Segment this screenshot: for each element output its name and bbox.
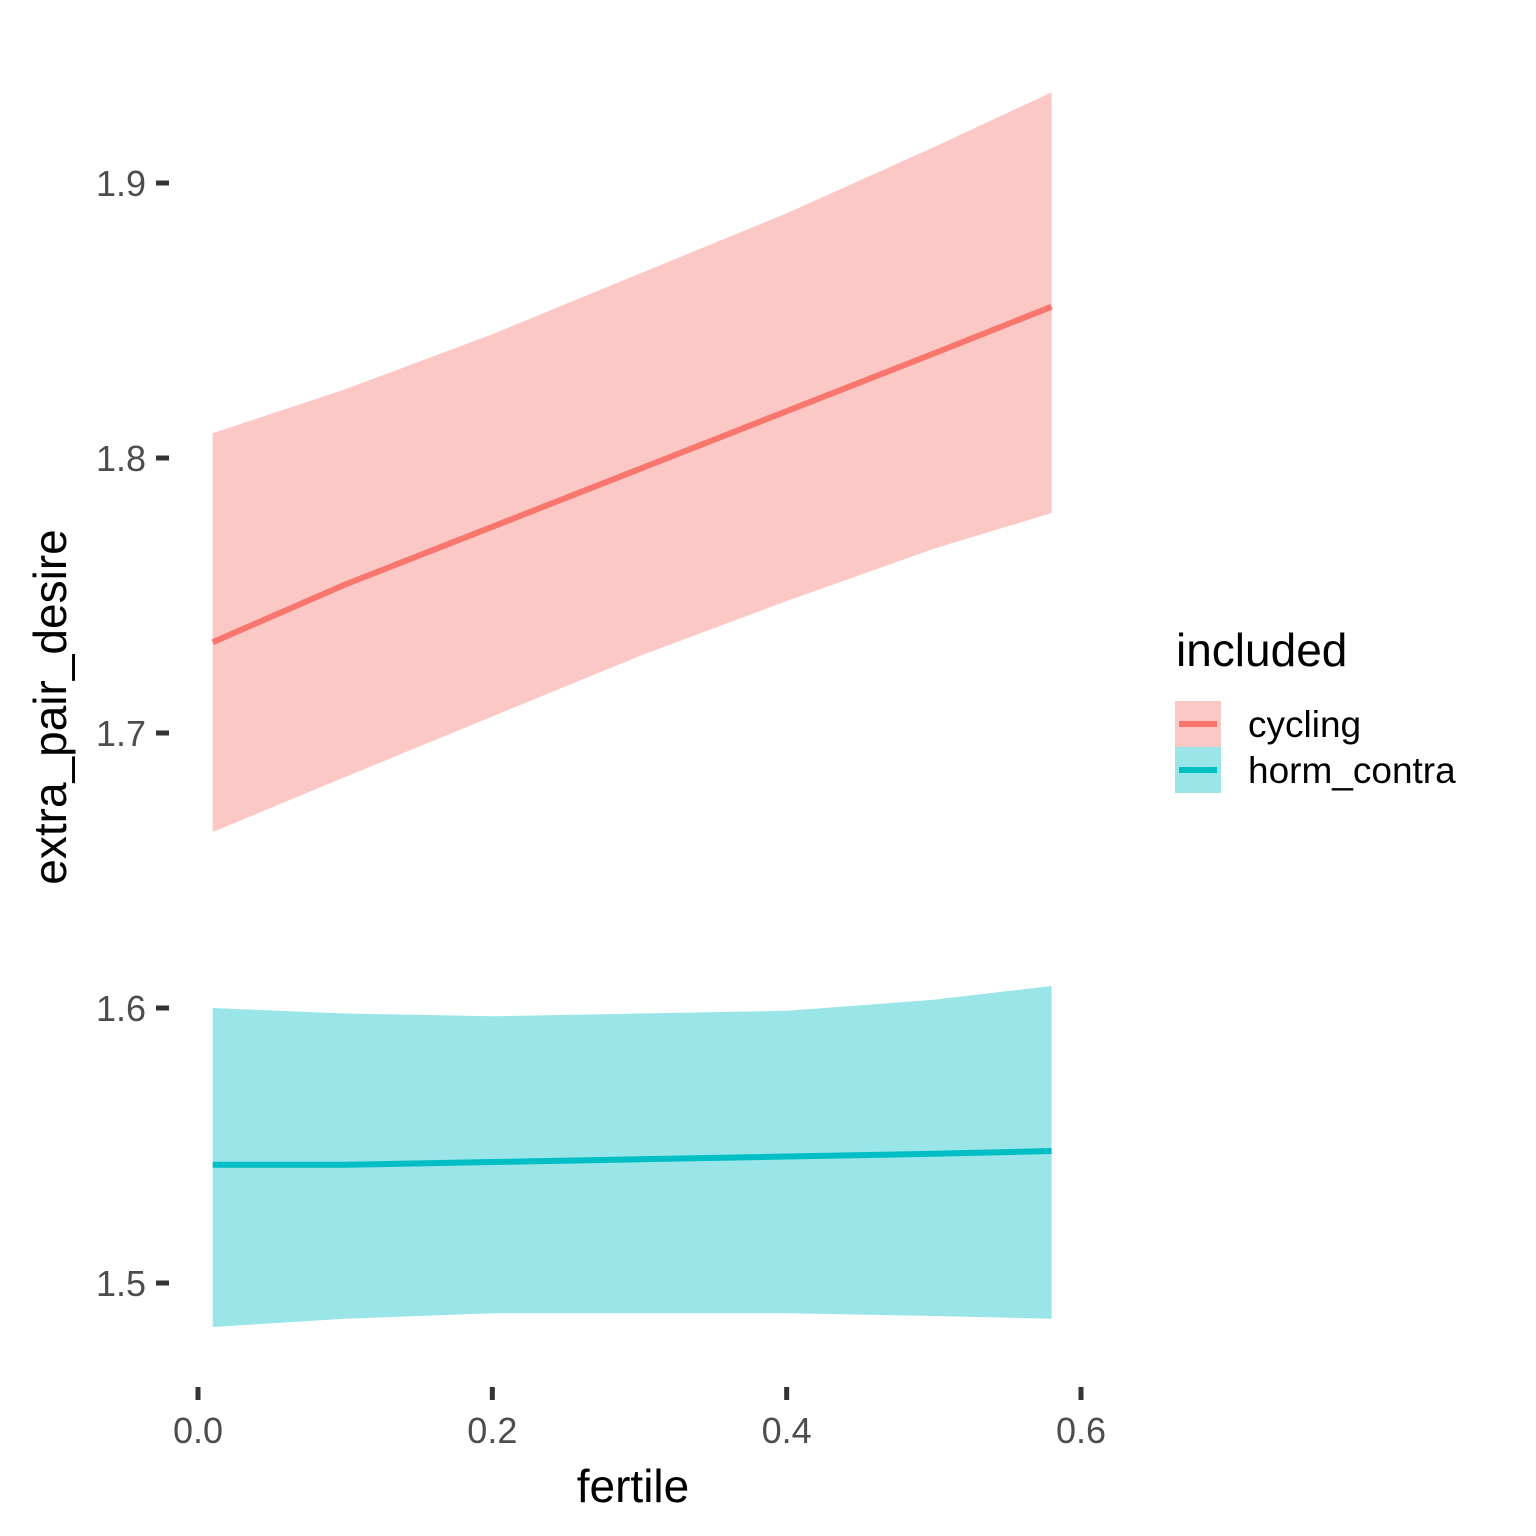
y-tick-label: 1.6 xyxy=(96,988,146,1029)
confidence-ribbons xyxy=(212,92,1052,1327)
x-axis-title: fertile xyxy=(577,1460,689,1512)
x-tick-label: 0.0 xyxy=(173,1410,223,1451)
legend: included cycling horm_contra xyxy=(1175,624,1456,793)
legend-title: included xyxy=(1176,624,1347,676)
series-lines xyxy=(211,303,1053,1168)
y-tick-label: 1.5 xyxy=(96,1263,146,1304)
line-horm-contra xyxy=(212,1148,1052,1168)
x-tick-label: 0.2 xyxy=(467,1410,517,1451)
legend-label-horm-contra: horm_contra xyxy=(1248,750,1456,791)
x-tick-label: 0.4 xyxy=(762,1410,812,1451)
line-cycling xyxy=(211,303,1053,645)
y-tick-label: 1.8 xyxy=(96,438,146,479)
y-tick-label: 1.9 xyxy=(96,163,146,204)
y-axis: 1.5 1.6 1.7 1.8 1.9 xyxy=(96,163,169,1304)
y-axis-title: extra_pair_desire xyxy=(24,529,76,884)
y-tick-label: 1.7 xyxy=(96,713,146,754)
x-tick-label: 0.6 xyxy=(1056,1410,1106,1451)
legend-label-cycling: cycling xyxy=(1248,704,1361,745)
ribbon-cycling xyxy=(212,92,1052,832)
x-axis: 0.0 0.2 0.4 0.6 xyxy=(173,1387,1106,1451)
